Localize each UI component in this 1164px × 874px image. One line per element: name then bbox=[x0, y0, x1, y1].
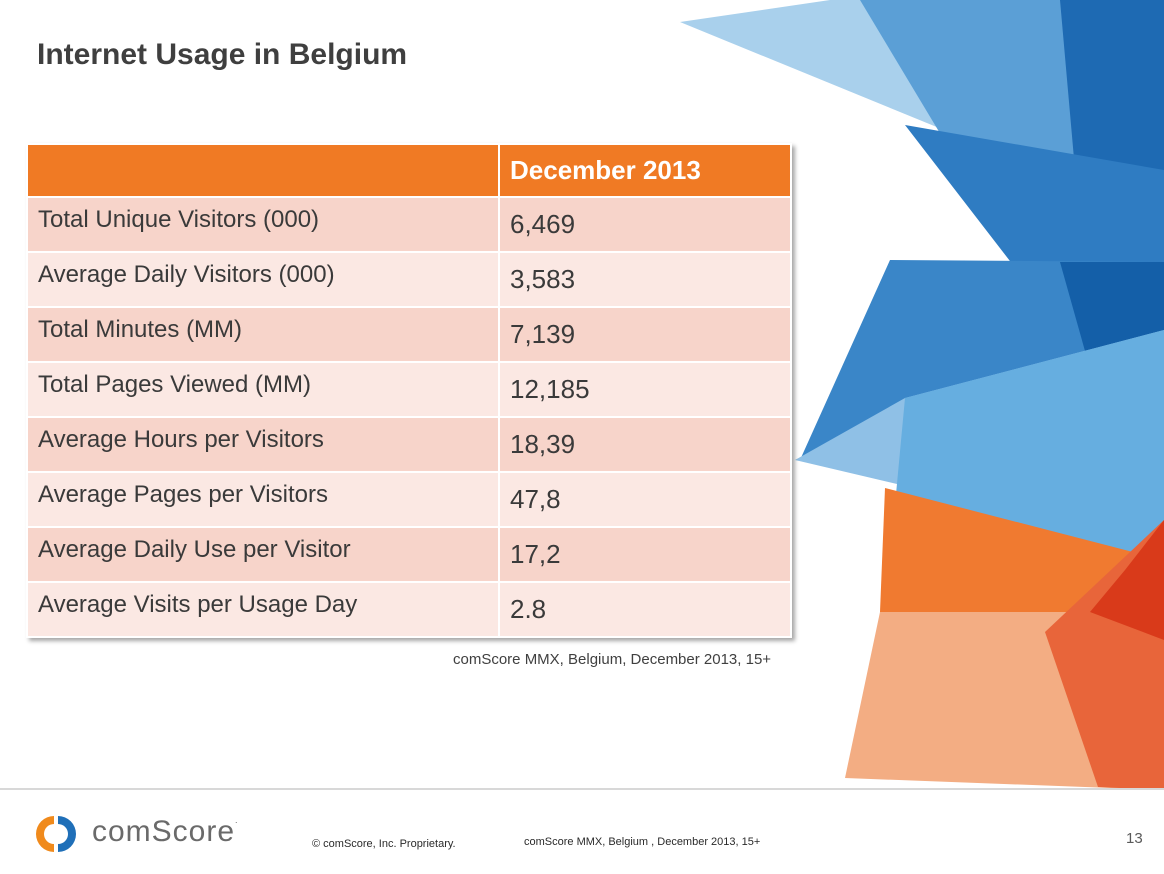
table-header-row: December 2013 bbox=[26, 143, 792, 198]
row-label: Average Pages per Visitors bbox=[26, 471, 500, 528]
row-label: Average Visits per Usage Day bbox=[26, 581, 500, 638]
brand-name: comScore bbox=[92, 815, 236, 848]
orange-shape bbox=[880, 488, 1164, 612]
comscore-logo-icon bbox=[36, 816, 76, 852]
header-label-cell bbox=[26, 143, 500, 198]
table-row: Total Unique Visitors (000) 6,469 bbox=[26, 196, 792, 253]
table-row: Average Visits per Usage Day 2.8 bbox=[26, 581, 792, 638]
footer-divider bbox=[0, 788, 1164, 790]
source-note: comScore MMX, Belgium, December 2013, 15… bbox=[453, 651, 772, 668]
row-label: Average Daily Visitors (000) bbox=[26, 251, 500, 308]
table-row: Average Hours per Visitors 18,39 bbox=[26, 416, 792, 473]
usage-table: December 2013 Total Unique Visitors (000… bbox=[26, 143, 792, 638]
row-value: 17,2 bbox=[498, 526, 792, 583]
row-label: Total Minutes (MM) bbox=[26, 306, 500, 363]
row-value: 18,39 bbox=[498, 416, 792, 473]
comscore-wordmark: comScore. bbox=[92, 815, 239, 849]
footer-source-text: comScore MMX, Belgium , December 2013, 1… bbox=[524, 836, 761, 848]
table-row: Total Minutes (MM) 7,139 bbox=[26, 306, 792, 363]
table-row: Total Pages Viewed (MM) 12,185 bbox=[26, 361, 792, 418]
row-value: 6,469 bbox=[498, 196, 792, 253]
page-title: Internet Usage in Belgium bbox=[37, 38, 408, 71]
row-label: Total Pages Viewed (MM) bbox=[26, 361, 500, 418]
row-value: 7,139 bbox=[498, 306, 792, 363]
row-label: Average Hours per Visitors bbox=[26, 416, 500, 473]
header-period-cell: December 2013 bbox=[498, 143, 792, 198]
row-value: 12,185 bbox=[498, 361, 792, 418]
table-row: Average Daily Use per Visitor 17,2 bbox=[26, 526, 792, 583]
row-value: 3,583 bbox=[498, 251, 792, 308]
red-shape bbox=[1090, 520, 1164, 640]
row-label: Total Unique Visitors (000) bbox=[26, 196, 500, 253]
copyright-text: © comScore, Inc. Proprietary. bbox=[312, 838, 456, 850]
usage-table-container: December 2013 Total Unique Visitors (000… bbox=[26, 143, 792, 638]
dark-blue-shape bbox=[1060, 0, 1164, 180]
row-value: 47,8 bbox=[498, 471, 792, 528]
table-row: Average Pages per Visitors 47,8 bbox=[26, 471, 792, 528]
page-number: 13 bbox=[1126, 830, 1143, 847]
row-label: Average Daily Use per Visitor bbox=[26, 526, 500, 583]
table-row: Average Daily Visitors (000) 3,583 bbox=[26, 251, 792, 308]
brand-trademark: . bbox=[235, 815, 239, 825]
row-value: 2.8 bbox=[498, 581, 792, 638]
